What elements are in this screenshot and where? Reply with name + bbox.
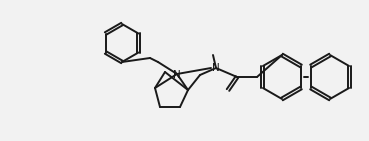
Text: N: N: [173, 70, 181, 80]
Text: N: N: [212, 63, 220, 73]
